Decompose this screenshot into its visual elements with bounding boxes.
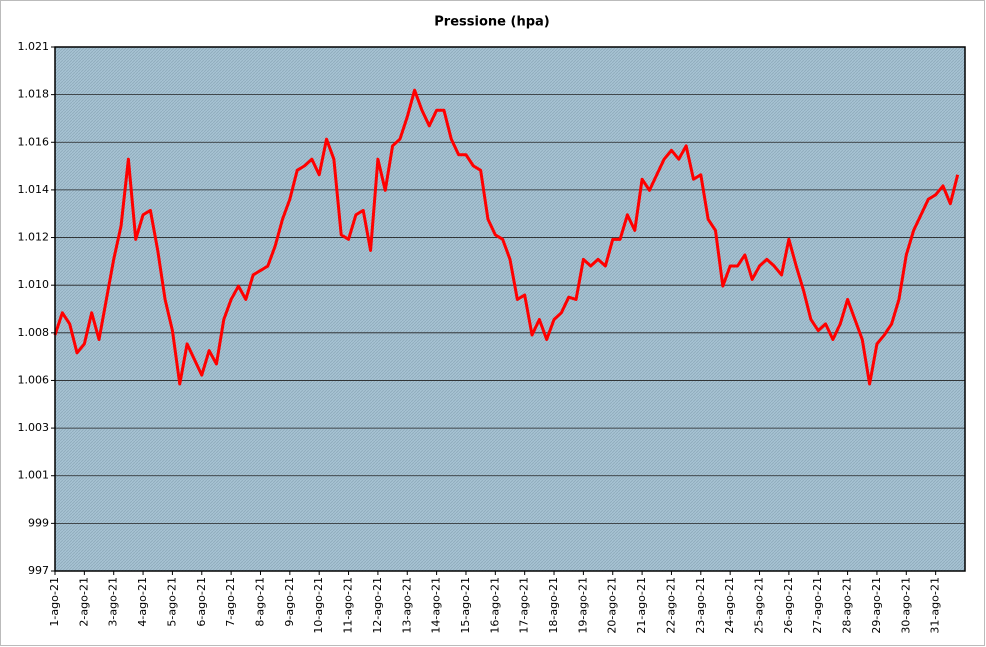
x-tick-label: 2-ago-21 <box>77 577 90 627</box>
plot-area <box>55 47 965 571</box>
pressure-line <box>53 88 960 386</box>
y-tick-label: 1.008 <box>18 326 50 339</box>
x-tick-label: 18-ago-21 <box>547 577 560 634</box>
x-tick-label: 19-ago-21 <box>576 577 589 634</box>
y-tick-label: 1.006 <box>18 373 50 386</box>
x-tick-label: 10-ago-21 <box>312 577 325 634</box>
x-tick-label: 21-ago-21 <box>635 577 648 634</box>
y-tick-label: 999 <box>28 516 49 529</box>
y-tick-label: 1.018 <box>18 88 50 101</box>
chart-title: Pressione (hpa) <box>434 15 549 30</box>
x-tick-label: 16-ago-21 <box>488 577 501 634</box>
y-tick-label: 1.012 <box>18 231 50 244</box>
x-tick-label: 6-ago-21 <box>195 577 208 627</box>
x-tick-label: 17-ago-21 <box>518 577 531 634</box>
x-tick-label: 29-ago-21 <box>870 577 883 634</box>
x-tick-label: 12-ago-21 <box>371 577 384 634</box>
y-tick-label: 1.021 <box>18 40 50 53</box>
y-tick-label: 1.016 <box>18 135 50 148</box>
y-tick-label: 1.003 <box>18 421 50 434</box>
x-tick-label: 1-ago-21 <box>48 577 61 627</box>
x-tick-label: 25-ago-21 <box>753 577 766 634</box>
x-tick-label: 13-ago-21 <box>400 577 413 634</box>
x-tick-label: 30-ago-21 <box>899 577 912 634</box>
x-tick-label: 20-ago-21 <box>606 577 619 634</box>
x-tick-label: 24-ago-21 <box>723 577 736 634</box>
x-tick-label: 11-ago-21 <box>342 577 355 634</box>
x-tick-label: 31-ago-21 <box>929 577 942 634</box>
x-tick-label: 23-ago-21 <box>694 577 707 634</box>
x-tick-label: 9-ago-21 <box>283 577 296 627</box>
x-tick-label: 22-ago-21 <box>664 577 677 634</box>
y-tick-label: 1.014 <box>18 183 50 196</box>
plot-border <box>54 46 966 572</box>
x-tick-label: 14-ago-21 <box>430 577 443 634</box>
x-tick-label: 26-ago-21 <box>782 577 795 634</box>
x-tick-label: 5-ago-21 <box>165 577 178 627</box>
x-tick-label: 8-ago-21 <box>253 577 266 627</box>
x-tick-label: 3-ago-21 <box>107 577 120 627</box>
x-tick-label: 7-ago-21 <box>224 577 237 627</box>
y-tick-label: 1.010 <box>18 278 50 291</box>
y-tick-label: 997 <box>28 564 49 577</box>
x-tick-label: 15-ago-21 <box>459 577 472 634</box>
x-tick-label: 27-ago-21 <box>811 577 824 634</box>
y-tick-label: 1.001 <box>18 469 50 482</box>
x-tick-label: 4-ago-21 <box>136 577 149 627</box>
x-tick-label: 28-ago-21 <box>841 577 854 634</box>
